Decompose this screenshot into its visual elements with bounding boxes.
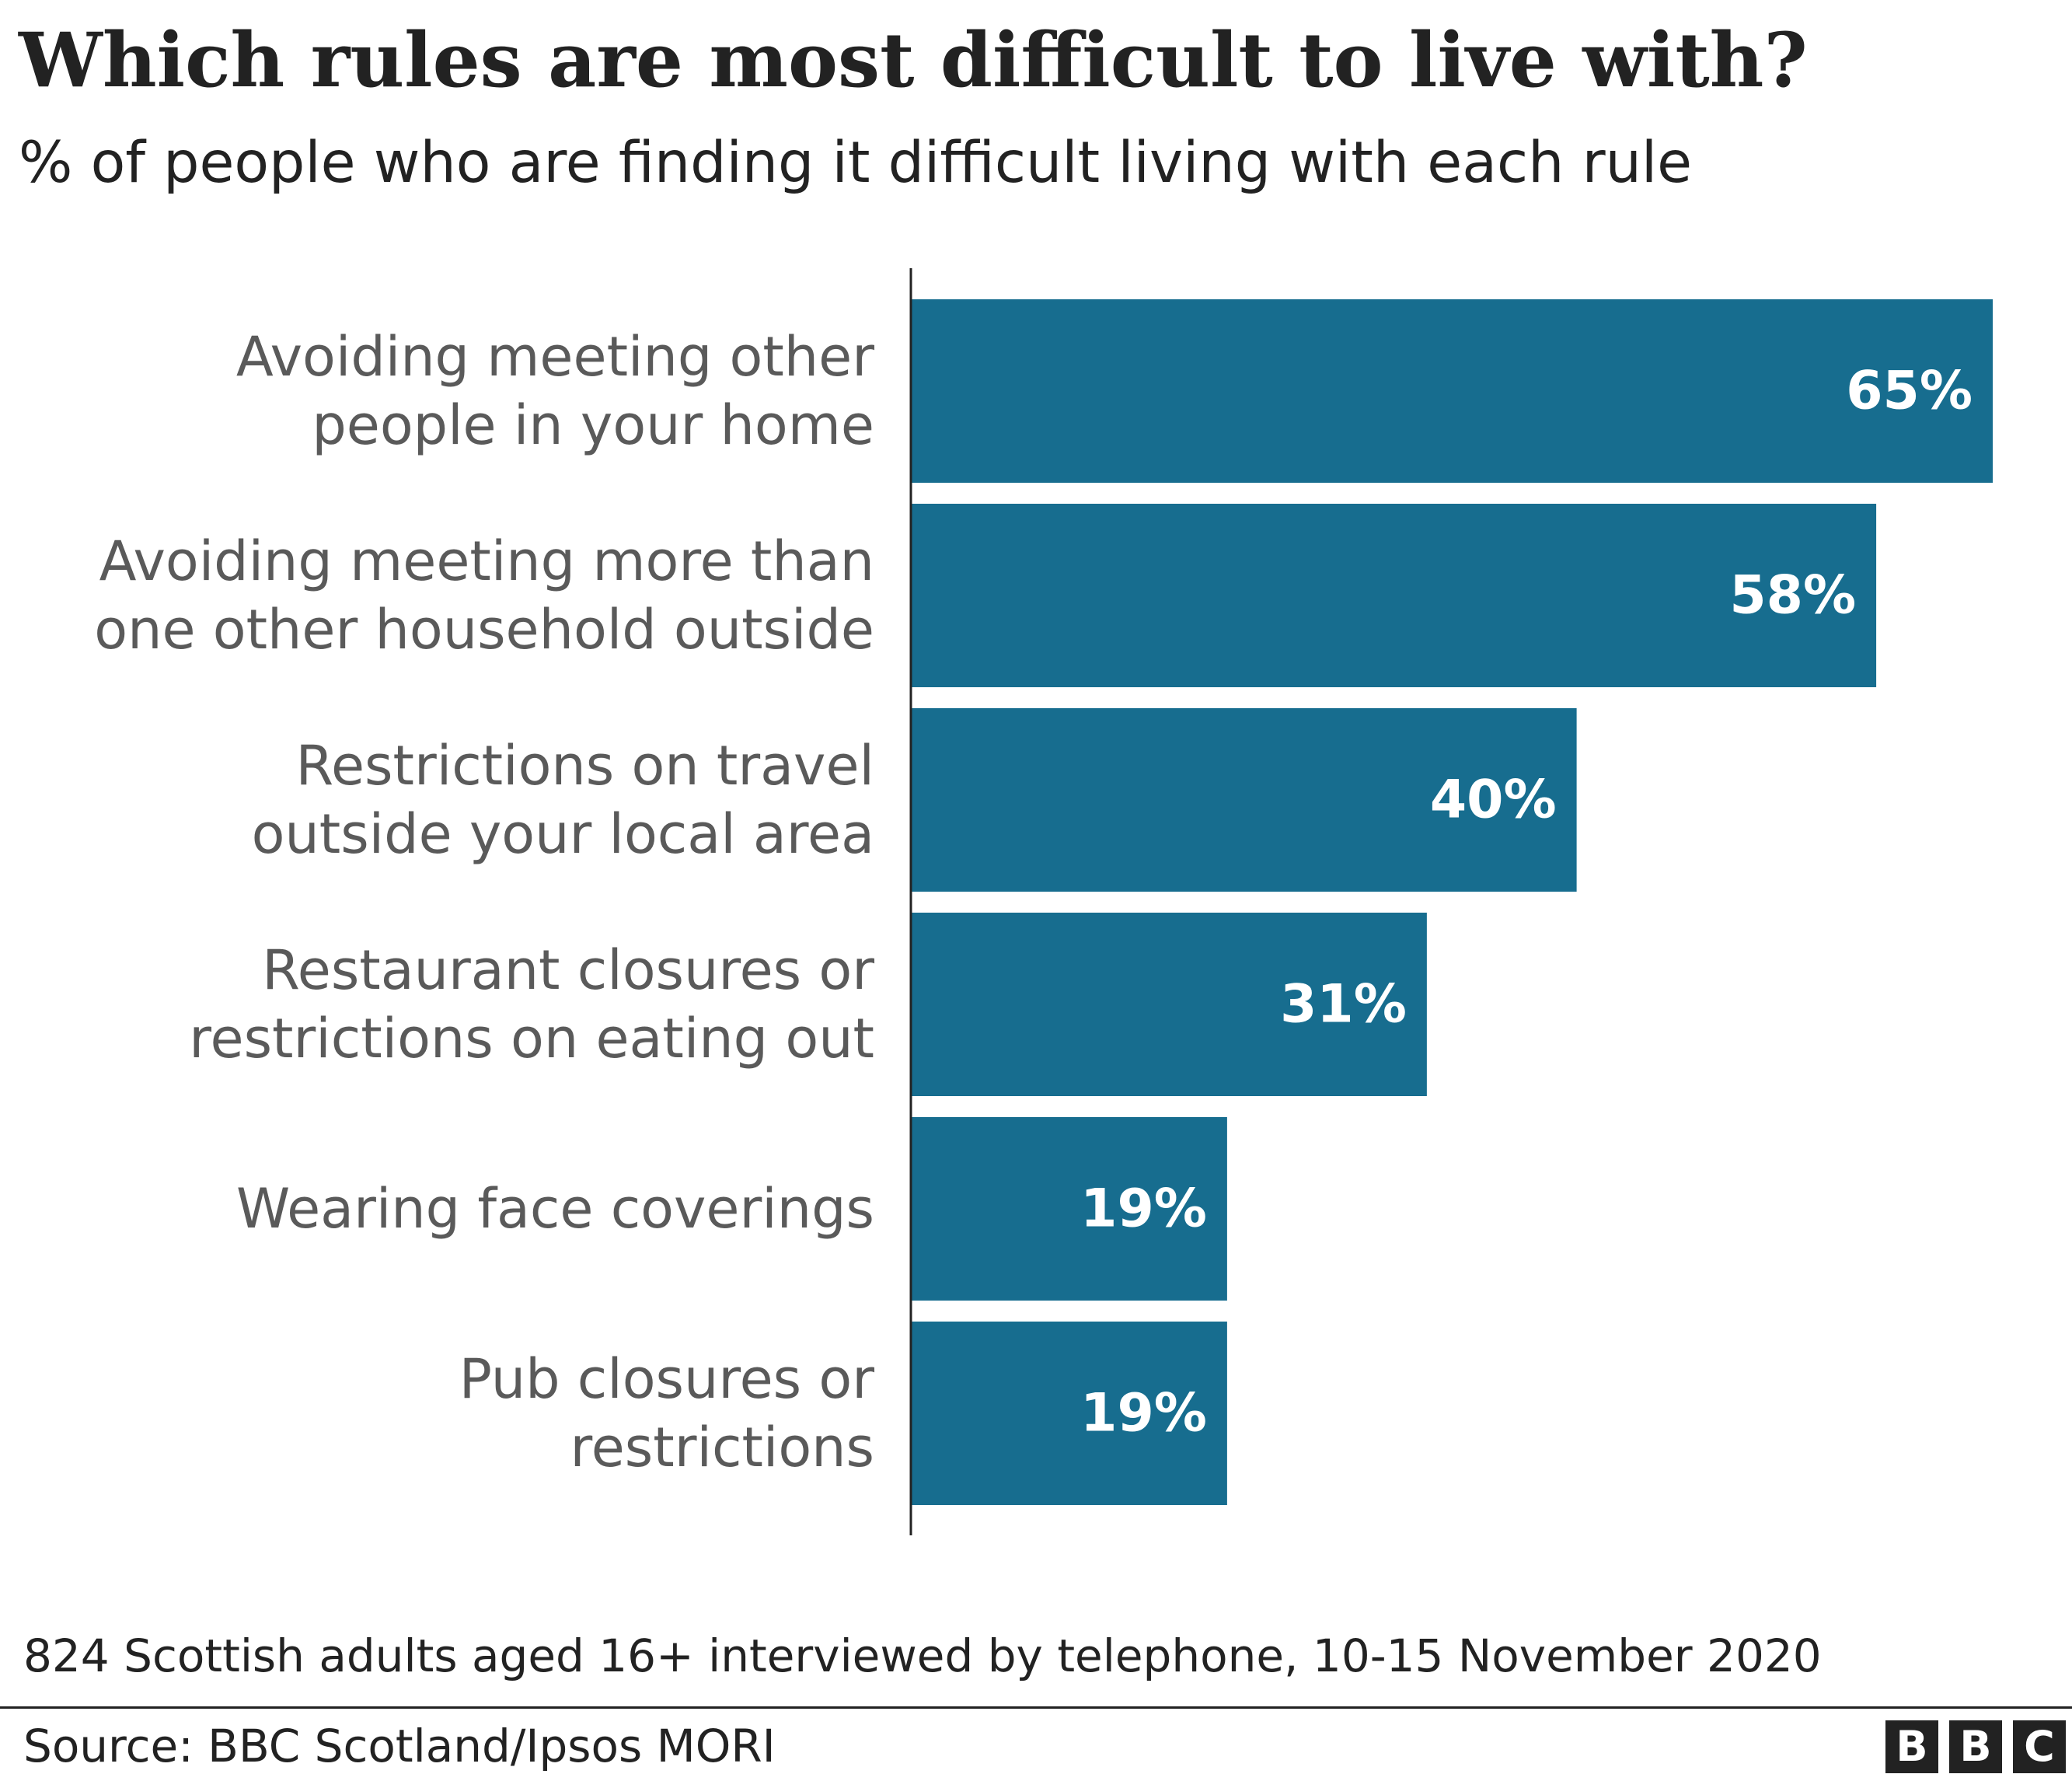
value-label-5: 19%: [1080, 1179, 1207, 1240]
category-label-6: Pub closures or: [459, 1347, 874, 1411]
footer-divider: [0, 1706, 2072, 1709]
bar-5: [911, 1117, 1227, 1301]
survey-note: 824 Scottish adults aged 16+ interviewed…: [23, 1629, 1822, 1682]
logo-letter-2: B: [1949, 1720, 2002, 1773]
category-label-3: Restrictions on travel: [295, 734, 874, 798]
category-label-4: Restaurant closures or: [262, 938, 874, 1002]
value-label-1: 65%: [1846, 361, 1973, 422]
value-label-6: 19%: [1080, 1383, 1207, 1444]
category-label-1: Avoiding meeting other: [236, 325, 874, 389]
category-label-6: restrictions: [570, 1416, 875, 1479]
bar-4: [911, 913, 1427, 1096]
bar-3: [911, 708, 1577, 892]
logo-letter-1: B: [1885, 1720, 1938, 1773]
bar-6: [911, 1322, 1227, 1505]
category-label-3: outside your local area: [252, 802, 874, 866]
category-label-4: restrictions on eating out: [189, 1007, 874, 1070]
category-label-1: people in your home: [312, 393, 874, 457]
category-label-5: Wearing face coverings: [236, 1177, 874, 1241]
logo-letter-3: C: [2013, 1720, 2066, 1773]
value-label-4: 31%: [1280, 974, 1407, 1035]
category-label-2: one other household outside: [94, 598, 874, 662]
category-label-2: Avoiding meeting more than: [99, 529, 874, 593]
source-credit: Source: BBC Scotland/Ipsos MORI: [23, 1720, 776, 1772]
chart-title: Which rules are most difficult to live w…: [19, 16, 1808, 104]
value-label-2: 58%: [1729, 565, 1856, 627]
bbc-logo: B B C: [1885, 1720, 2066, 1773]
bar-2: [911, 504, 1877, 687]
value-label-3: 40%: [1430, 770, 1557, 831]
bar-1: [911, 299, 1993, 483]
chart-subtitle: % of people who are finding it difficult…: [19, 130, 1693, 196]
